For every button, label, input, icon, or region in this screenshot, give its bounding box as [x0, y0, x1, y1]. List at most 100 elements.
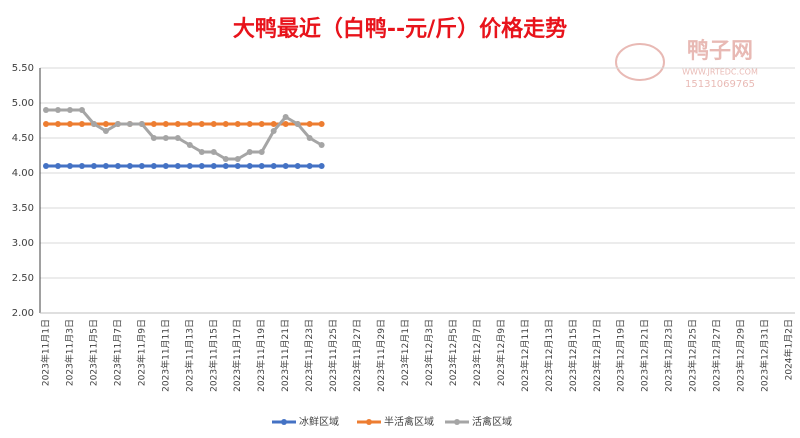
x-tick-label: 2023年11月25日 [327, 319, 339, 392]
series-marker [78, 107, 85, 113]
x-tick-label: 2023年12月9日 [495, 319, 507, 386]
series-marker [114, 163, 121, 169]
series-marker [54, 107, 61, 113]
x-tick-label: 2023年12月13日 [543, 319, 555, 392]
series-marker [210, 149, 217, 155]
x-tick-label: 2023年12月25日 [687, 319, 699, 392]
series-marker [234, 121, 241, 127]
series-marker [234, 163, 241, 169]
watermark-site: WWW.JRTEDC.COM [682, 68, 758, 77]
legend-marker [281, 419, 287, 425]
series-marker [318, 121, 325, 127]
series-marker [102, 121, 109, 127]
series-marker [90, 163, 97, 169]
series-marker [198, 121, 205, 127]
x-tick-label: 2023年11月29日 [375, 319, 387, 392]
x-tick-label: 2023年12月7日 [471, 319, 483, 386]
series-marker [258, 149, 265, 155]
series-marker [198, 163, 205, 169]
series-marker [126, 121, 133, 127]
series-marker [102, 163, 109, 169]
series-marker [90, 121, 97, 127]
x-tick-label: 2023年12月19日 [615, 319, 627, 392]
legend-label: 活禽区域 [472, 415, 512, 428]
watermark-name: 鸭子网 [687, 38, 753, 64]
watermark: 鸭子网 WWW.JRTEDC.COM 15131069765 [615, 38, 758, 90]
series-marker [282, 163, 289, 169]
y-tick-label: 3.50 [12, 203, 34, 214]
x-tick-label: 2023年11月7日 [111, 319, 123, 386]
series-marker [258, 121, 265, 127]
series-marker [54, 121, 61, 127]
y-tick-label: 4.00 [12, 168, 34, 179]
series-marker [126, 163, 133, 169]
chart-title: 大鸭最近（白鸭--元/斤）价格走势 [233, 16, 567, 42]
x-tick-label: 2023年12月17日 [591, 319, 603, 392]
series-marker [66, 121, 73, 127]
series-marker [102, 128, 109, 134]
x-tick-label: 2023年11月15日 [207, 319, 219, 392]
y-tick-label: 5.00 [12, 98, 34, 109]
series-marker [258, 163, 265, 169]
series-marker [222, 121, 229, 127]
series-line [45, 108, 323, 161]
x-tick-label: 2023年12月5日 [447, 319, 459, 386]
series-marker [66, 163, 73, 169]
series-marker [270, 163, 277, 169]
series-marker [42, 107, 49, 113]
x-tick-label: 2024年1月2日 [783, 319, 795, 380]
series-marker [306, 163, 313, 169]
series-marker [246, 163, 253, 169]
series-marker [150, 163, 157, 169]
x-tick-label: 2023年11月21日 [279, 319, 291, 392]
series-marker [174, 135, 181, 141]
legend-marker [366, 419, 372, 425]
series-marker [78, 163, 85, 169]
x-tick-label: 2023年11月13日 [183, 319, 195, 392]
x-tick-label: 2023年11月17日 [231, 319, 243, 392]
series-marker [270, 128, 277, 134]
y-tick-label: 3.00 [12, 238, 34, 249]
y-tick-label: 2.50 [12, 273, 34, 284]
x-tick-label: 2023年12月15日 [567, 319, 579, 392]
series-marker [198, 149, 205, 155]
series-marker [186, 163, 193, 169]
x-tick-label: 2023年11月27日 [351, 319, 363, 392]
series-marker [162, 121, 169, 127]
y-tick-label: 4.50 [12, 133, 34, 144]
series-marker [150, 135, 157, 141]
series-marker [210, 163, 217, 169]
series-marker [162, 135, 169, 141]
series-marker [138, 121, 145, 127]
x-tick-label: 2023年11月1日 [39, 319, 51, 386]
series-marker [282, 121, 289, 127]
series-marker [222, 156, 229, 162]
series-marker [162, 163, 169, 169]
series-marker [318, 142, 325, 148]
series-marker [222, 163, 229, 169]
y-tick-label: 2.00 [12, 308, 34, 319]
series-marker [294, 163, 301, 169]
legend-label: 半活禽区域 [384, 415, 434, 428]
series-marker [318, 163, 325, 169]
series-marker [270, 121, 277, 127]
series-marker [234, 156, 241, 162]
series-marker [306, 121, 313, 127]
x-tick-label: 2023年12月21日 [639, 319, 651, 392]
x-tick-label: 2023年12月29日 [735, 319, 747, 392]
series-marker [114, 121, 121, 127]
series-marker [150, 121, 157, 127]
x-tick-label: 2023年11月23日 [303, 319, 315, 392]
series-marker [246, 149, 253, 155]
series-marker [42, 121, 49, 127]
x-tick-label: 2023年12月27日 [711, 319, 723, 392]
x-tick-label: 2023年11月3日 [63, 319, 75, 386]
x-tick-label: 2023年12月11日 [519, 319, 531, 392]
watermark-phone: 15131069765 [685, 79, 755, 90]
x-tick-label: 2023年11月9日 [135, 319, 147, 386]
x-tick-label: 2023年11月11日 [159, 319, 171, 392]
series-marker [138, 163, 145, 169]
series-marker [246, 121, 253, 127]
series-marker [42, 163, 49, 169]
